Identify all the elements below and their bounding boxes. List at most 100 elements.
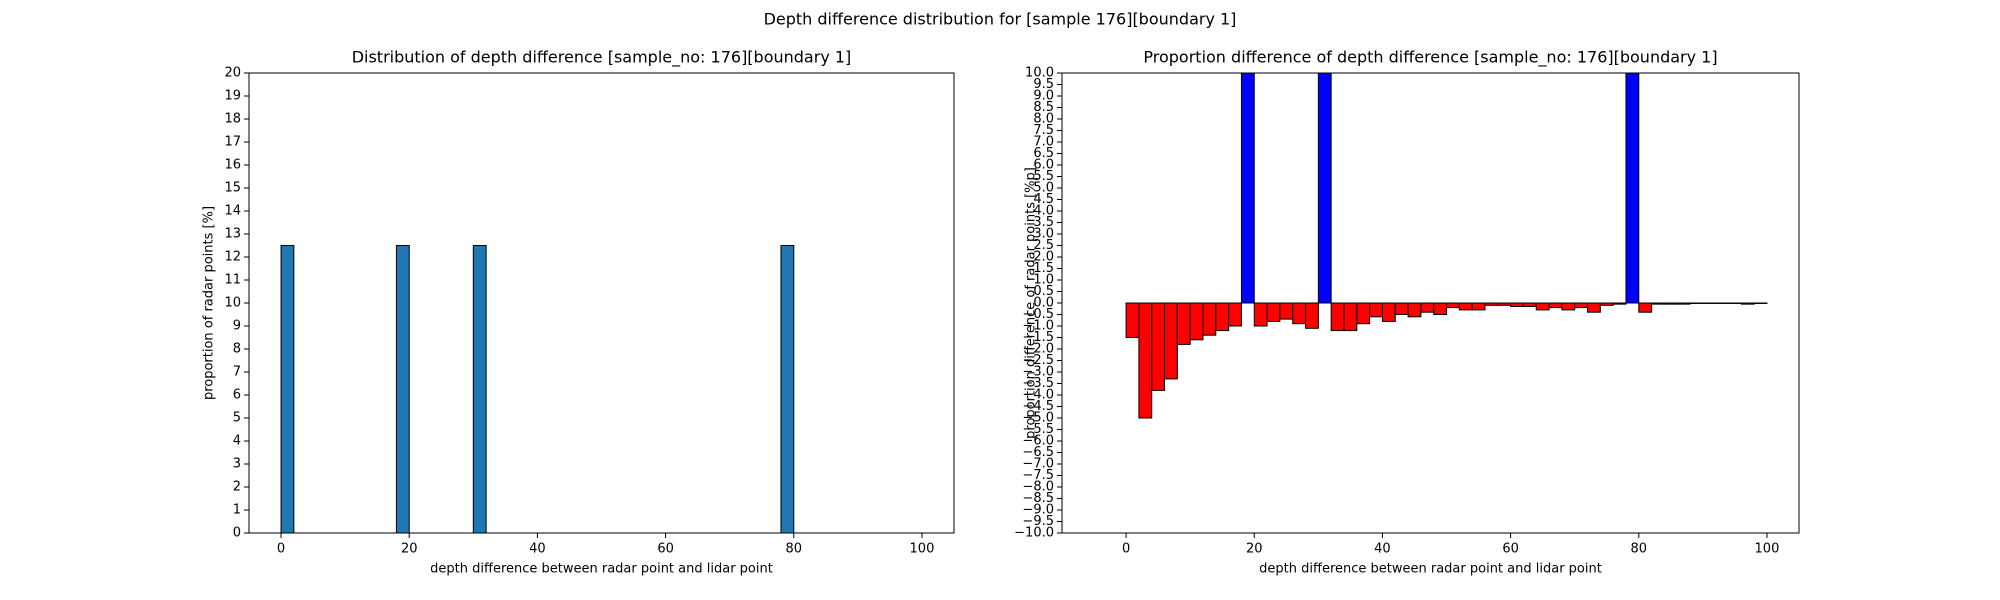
x-tick-label: 0	[1122, 542, 1130, 557]
bar	[1612, 302, 1627, 305]
y-tick-label: 4.5	[1033, 192, 1054, 207]
y-tick-label: −10.0	[1014, 526, 1054, 541]
bar	[1599, 302, 1614, 306]
y-tick-label: −6.0	[1022, 434, 1054, 449]
bar	[1407, 302, 1422, 318]
bar	[1548, 302, 1563, 309]
y-tick-label: −9.0	[1022, 503, 1054, 518]
y-tick-label: 6.5	[1033, 146, 1054, 161]
y-tick-label: 10	[224, 296, 241, 311]
y-tick-label: 16	[224, 158, 241, 173]
bar	[1202, 302, 1217, 336]
y-tick-label: 11	[224, 273, 241, 288]
bar	[1151, 302, 1166, 391]
bar	[1663, 302, 1678, 305]
bar	[1394, 302, 1409, 315]
bar	[1176, 302, 1191, 345]
y-tick-label: −9.5	[1022, 514, 1054, 529]
y-tick-label: 0.5	[1033, 284, 1054, 299]
bar	[1317, 73, 1332, 304]
bar	[1164, 302, 1178, 380]
y-tick-label: −6.5	[1022, 445, 1054, 460]
x-axis-label: depth difference between radar point and…	[430, 562, 773, 577]
bar	[1330, 302, 1345, 332]
figure-title: Depth difference distribution for [sampl…	[764, 10, 1237, 29]
bar	[1510, 302, 1524, 307]
y-tick-label: 0.0	[1033, 296, 1054, 311]
y-tick-label: 7.5	[1033, 123, 1054, 138]
bar	[472, 245, 487, 533]
y-tick-label: −8.5	[1022, 491, 1054, 506]
bar	[1535, 302, 1550, 311]
bar	[280, 245, 295, 533]
bar	[1433, 302, 1448, 315]
x-tick-label: 80	[1631, 542, 1648, 557]
y-tick-label: 6.0	[1033, 158, 1054, 173]
y-tick-label: −1.5	[1022, 330, 1054, 345]
y-tick-label: 10.0	[1025, 66, 1054, 81]
y-tick-label: 9	[233, 319, 241, 334]
bar	[1587, 302, 1601, 313]
y-tick-label: 20	[224, 66, 241, 81]
bar	[1420, 302, 1435, 313]
bar	[1343, 302, 1358, 332]
y-tick-label: −2.5	[1022, 353, 1054, 368]
bar	[1125, 302, 1140, 338]
x-axis-label: depth difference between radar point and…	[1259, 562, 1602, 577]
y-axis-label: proportion of radar points [%]	[202, 206, 217, 400]
bar	[1279, 302, 1294, 320]
bar	[1356, 302, 1371, 325]
y-tick-label: −4.0	[1022, 388, 1054, 403]
y-tick-label: 2.5	[1033, 238, 1054, 253]
bar	[1369, 302, 1383, 318]
y-tick-label: 8.5	[1033, 100, 1054, 115]
y-tick-label: 18	[224, 112, 241, 127]
x-tick-label: 100	[1755, 542, 1780, 557]
bar	[1215, 302, 1230, 332]
y-tick-label: 15	[224, 181, 241, 196]
y-tick-label: 9.0	[1033, 89, 1054, 104]
y-tick-label: 1.5	[1033, 261, 1054, 276]
y-tick-label: 1.0	[1033, 273, 1054, 288]
bar	[1292, 302, 1307, 325]
y-tick-label: 9.5	[1033, 77, 1054, 92]
y-tick-label: 2.0	[1033, 250, 1054, 265]
x-tick-label: 40	[529, 542, 546, 557]
y-axis-label: proportion difference of radar points [%…	[1024, 167, 1039, 439]
y-tick-label: 12	[224, 250, 241, 265]
y-tick-label: 19	[224, 89, 241, 104]
bar	[1740, 302, 1755, 305]
bar	[1638, 302, 1653, 313]
bar	[1625, 73, 1640, 304]
x-tick-label: 20	[401, 542, 418, 557]
y-tick-label: 7	[233, 365, 241, 380]
bar	[1561, 302, 1576, 311]
x-tick-label: 60	[1502, 542, 1519, 557]
bar	[1266, 302, 1281, 322]
x-tick-label: 40	[1374, 542, 1391, 557]
bar	[1253, 302, 1268, 327]
bars	[280, 245, 795, 533]
y-tick-label: −8.0	[1022, 480, 1054, 495]
y-tick-label: 3.5	[1033, 215, 1054, 230]
y-tick-label: 4	[233, 434, 241, 449]
bar	[780, 245, 795, 533]
bar	[1381, 302, 1396, 322]
x-tick-label: 80	[785, 542, 802, 557]
bar	[1228, 302, 1242, 327]
x-tick-label: 100	[910, 542, 935, 557]
x-tick-label: 20	[1246, 542, 1263, 557]
bar	[1651, 302, 1665, 305]
y-tick-label: 8	[233, 342, 241, 357]
y-tick-label: 13	[224, 227, 241, 242]
y-tick-label: 2	[233, 480, 241, 495]
bar	[1574, 302, 1589, 309]
axes-title: Proportion difference of depth differenc…	[1143, 48, 1717, 68]
bar	[1471, 302, 1486, 311]
y-tick-label: −7.5	[1022, 468, 1054, 483]
y-tick-label: −3.5	[1022, 376, 1054, 391]
bar	[1497, 302, 1512, 306]
y-tick-label: 1	[233, 503, 241, 518]
